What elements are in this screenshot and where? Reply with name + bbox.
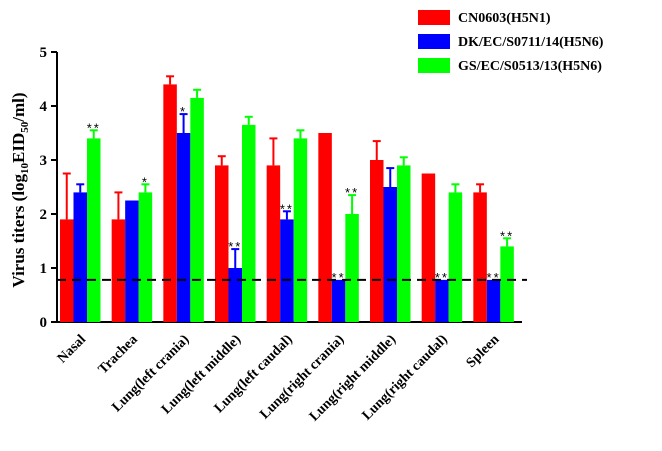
ylabel-sub2: 50 bbox=[19, 121, 31, 133]
sig-mark-2-1: * bbox=[142, 174, 149, 189]
sig-mark-1-2: * bbox=[180, 104, 187, 119]
bar-2-8 bbox=[500, 246, 514, 322]
bar-0-8 bbox=[473, 192, 487, 322]
bar-0-7 bbox=[421, 173, 436, 322]
bar-2-6 bbox=[397, 165, 411, 322]
category-label-6: Lung(right middle) bbox=[307, 332, 400, 425]
bar-0-0 bbox=[60, 219, 74, 322]
bar-0-2 bbox=[163, 84, 177, 323]
sig-mark-1-7: ** bbox=[435, 270, 449, 285]
bar-0-4 bbox=[266, 165, 281, 322]
bar-2-7 bbox=[448, 192, 463, 322]
bar-1-8 bbox=[486, 279, 501, 322]
y-tick-label-5: 5 bbox=[40, 45, 48, 61]
y-tick-label-0: 0 bbox=[40, 315, 48, 331]
bar-1-2 bbox=[176, 133, 191, 322]
bar-1-4 bbox=[280, 219, 294, 322]
bar-2-3 bbox=[242, 124, 256, 323]
bar-2-5 bbox=[345, 214, 359, 322]
sig-mark-1-8: ** bbox=[487, 270, 501, 285]
ylabel-sub: 10 bbox=[19, 162, 31, 174]
sig-mark-2-0: ** bbox=[87, 120, 101, 135]
bar-0-6 bbox=[370, 160, 384, 322]
legend-swatch-2 bbox=[418, 58, 450, 73]
legend-swatch-1 bbox=[418, 34, 450, 49]
bar-1-6 bbox=[383, 187, 397, 322]
ylabel-main: Virus titers (log bbox=[9, 173, 28, 287]
legend-label-0: CN0603(H5N1) bbox=[458, 11, 551, 26]
y-tick-label-4: 4 bbox=[40, 99, 48, 115]
bar-0-5 bbox=[318, 133, 332, 322]
bar-1-5 bbox=[331, 279, 346, 322]
ylabel-mid: EID bbox=[9, 133, 28, 163]
category-label-0: Nasal bbox=[55, 332, 89, 366]
bar-2-4 bbox=[293, 138, 308, 322]
category-label-8: Spleen bbox=[464, 332, 503, 371]
legend-label-1: DK/EC/S0711/14(H5N6) bbox=[458, 35, 604, 50]
y-tick-label-2: 2 bbox=[40, 207, 48, 223]
legend-swatch-0 bbox=[418, 10, 450, 25]
category-label-7: Lung(right caudal) bbox=[360, 332, 451, 423]
bar-1-7 bbox=[435, 279, 449, 322]
bar-0-1 bbox=[111, 219, 126, 322]
error-bars bbox=[62, 75, 512, 268]
bars bbox=[60, 84, 514, 323]
sig-mark-2-5: ** bbox=[345, 185, 359, 200]
sig-mark-1-3: ** bbox=[228, 239, 242, 254]
sig-mark-1-5: ** bbox=[332, 270, 346, 285]
bar-1-0 bbox=[73, 192, 87, 322]
bar-1-3 bbox=[228, 268, 242, 322]
bar-2-1 bbox=[138, 192, 153, 322]
legend: CN0603(H5N1) DK/EC/S0711/14(H5N6) GS/EC/S0… bbox=[418, 10, 604, 74]
sig-mark-2-8: ** bbox=[500, 228, 514, 243]
significance-marks: ************** **** bbox=[87, 104, 514, 285]
y-tick-label-1: 1 bbox=[40, 261, 48, 277]
y-axis-label: Virus titers (log10EID50/ml) bbox=[9, 92, 31, 287]
bar-0-3 bbox=[215, 165, 229, 322]
svg-text:Virus titers (log10EID50/ml): Virus titers (log10EID50/ml) bbox=[9, 92, 31, 287]
legend-label-2: GS/EC/S0513/13(H5N6) bbox=[458, 59, 602, 74]
ylabel-end: /ml) bbox=[9, 92, 28, 122]
category-label-1: Trachea bbox=[96, 332, 141, 377]
y-tick-label-3: 3 bbox=[40, 153, 48, 169]
sig-mark-1-4: ** bbox=[280, 201, 294, 216]
bar-2-0 bbox=[87, 138, 101, 322]
bar-2-2 bbox=[190, 97, 204, 323]
bar-1-1 bbox=[125, 200, 139, 322]
